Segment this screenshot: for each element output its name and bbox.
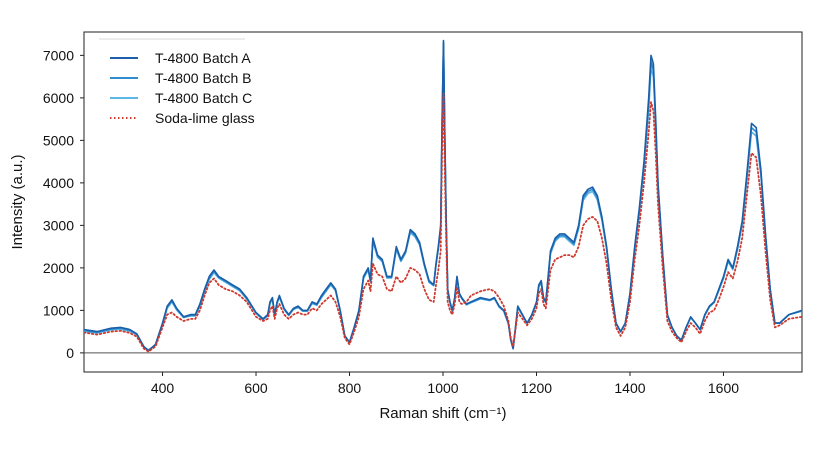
y-axis-title: Intensity (a.u.) <box>9 154 26 249</box>
x-tick-label: 400 <box>151 380 175 396</box>
y-tick-label: 3000 <box>43 217 74 233</box>
y-tick-label: 0 <box>66 345 74 361</box>
y-tick-label: 5000 <box>43 132 74 148</box>
x-tick-label: 800 <box>338 380 362 396</box>
legend-label: Soda-lime glass <box>155 110 255 126</box>
x-tick-label: 1200 <box>521 380 552 396</box>
series-layer <box>84 39 802 353</box>
y-tick-label: 6000 <box>43 90 74 106</box>
x-tick-label: 600 <box>244 380 268 396</box>
series-line-4 <box>84 92 802 353</box>
y-tick-label: 2000 <box>43 260 74 276</box>
y-tick-label: 7000 <box>43 47 74 63</box>
legend-label: T-4800 Batch A <box>155 50 251 66</box>
legend-label: T-4800 Batch B <box>155 70 252 86</box>
y-tick-label: 4000 <box>43 175 74 191</box>
x-axis: 400 600 800 1000 1200 1400 1600 <box>151 372 739 396</box>
x-tick-label: 1400 <box>614 380 645 396</box>
x-tick-label: 1000 <box>427 380 458 396</box>
y-axis: 0 1000 2000 3000 4000 5000 6000 7000 <box>43 47 84 361</box>
x-tick-label: 1600 <box>708 380 739 396</box>
x-axis-title: Raman shift (cm⁻¹) <box>379 405 506 422</box>
legend: T-4800 Batch A T-4800 Batch B T-4800 Batch… <box>99 38 255 126</box>
legend-label: T-4800 Batch C <box>155 90 252 106</box>
y-tick-label: 1000 <box>43 302 74 318</box>
